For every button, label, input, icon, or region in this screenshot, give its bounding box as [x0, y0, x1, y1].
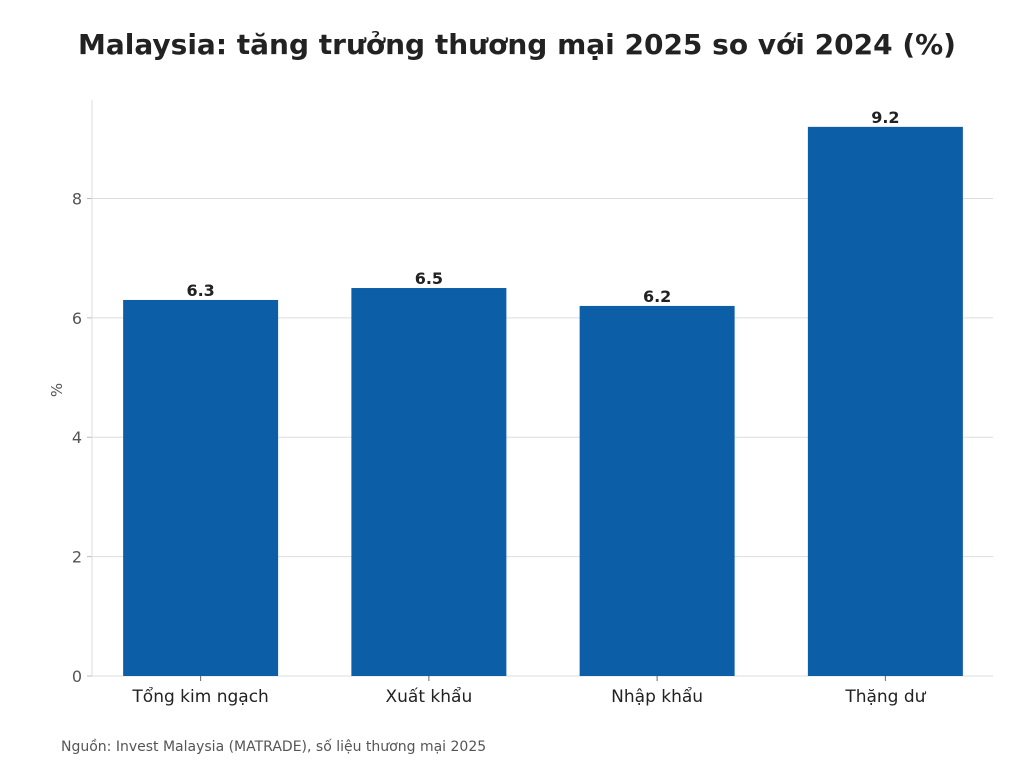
y-tick-label: 0	[72, 667, 82, 686]
chart-title: Malaysia: tăng trưởng thương mại 2025 so…	[78, 28, 956, 61]
y-axis-label: %	[48, 383, 66, 397]
y-tick-label: 8	[72, 189, 82, 208]
y-tick-label: 4	[72, 428, 82, 447]
bar	[123, 299, 279, 676]
y-tick-label: 6	[72, 309, 82, 328]
bars	[123, 126, 963, 676]
x-category-label: Nhập khẩu	[611, 686, 703, 707]
bar	[351, 288, 507, 676]
source-note: Nguồn: Invest Malaysia (MATRADE), số liệ…	[61, 739, 487, 755]
x-category-label: Thặng dư	[844, 687, 926, 707]
labels: 0 2 4 6 8% 6.3 Tổng kim ngạch 6.5 Xuất khẩu 6.2 Nh…	[48, 108, 927, 707]
y-tick-label: 2	[72, 548, 82, 567]
bar-value-label: 6.2	[643, 287, 671, 306]
bar-value-label: 9.2	[871, 108, 899, 127]
bar	[579, 305, 735, 676]
x-category-label: Tổng kim ngạch	[131, 686, 268, 707]
bar-value-label: 6.5	[415, 269, 443, 288]
x-category-label: Xuất khẩu	[386, 686, 473, 707]
bar-value-label: 6.3	[186, 281, 214, 300]
bar	[807, 126, 963, 676]
